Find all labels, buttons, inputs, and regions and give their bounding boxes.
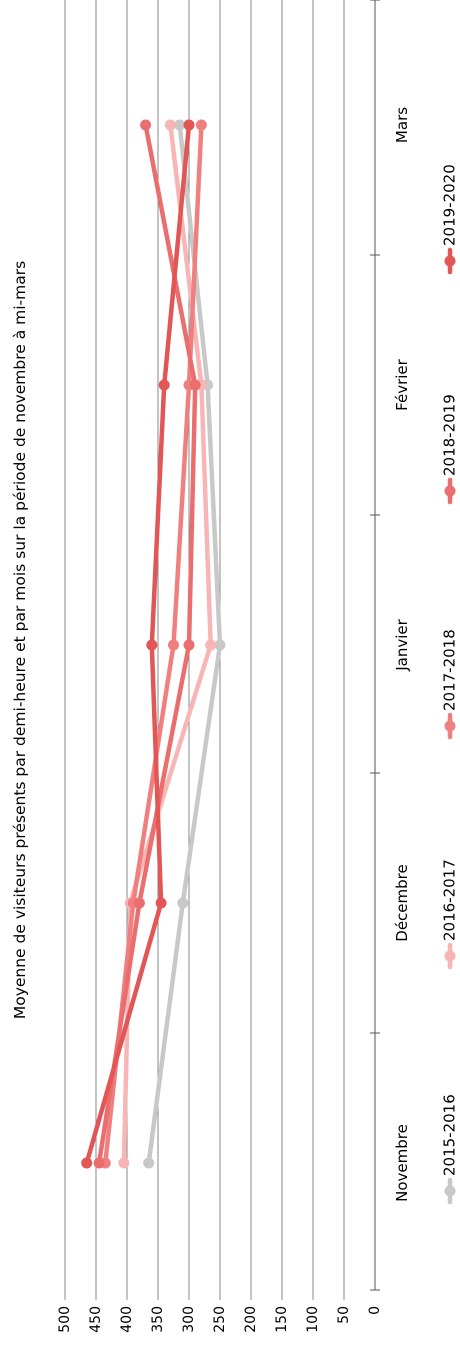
legend-swatch-marker (444, 720, 456, 732)
legend-label: 2019-2020 (441, 164, 459, 246)
data-point-2019-2020 (81, 1157, 93, 1169)
value-tick-label: 500 (57, 1306, 73, 1333)
data-point-2015-2016 (174, 119, 186, 131)
data-point-2019-2020 (155, 897, 167, 909)
data-point-2018-2019 (140, 119, 152, 131)
data-point-2017-2018 (168, 639, 179, 651)
chart-title: Moyenne de visiteurs présents par demi-h… (11, 261, 29, 1019)
data-point-2015-2016 (143, 1157, 155, 1169)
category-label: Février (393, 358, 411, 410)
value-tick-label: 350 (150, 1306, 166, 1333)
value-tick-label: 300 (181, 1306, 197, 1333)
legend-swatch-marker (444, 1185, 456, 1197)
value-tick-label: 200 (243, 1306, 259, 1333)
value-tick-label: 450 (88, 1306, 104, 1333)
data-point-2016-2017 (118, 1157, 130, 1169)
data-point-2018-2019 (133, 897, 145, 909)
data-point-2015-2016 (177, 897, 189, 909)
value-tick-label: 150 (274, 1306, 290, 1333)
data-point-2017-2018 (195, 119, 207, 131)
data-point-2018-2019 (183, 639, 195, 651)
value-tick-label: 0 (367, 1306, 383, 1315)
legend-swatch-marker (444, 485, 456, 497)
legend-label: 2018-2019 (441, 394, 459, 476)
category-label: Janvier (393, 618, 411, 671)
legend-label: 2016-2017 (441, 859, 459, 941)
category-label: Mars (393, 107, 411, 143)
value-tick-label: 50 (336, 1306, 352, 1324)
legend-swatch-marker (444, 255, 456, 267)
legend-swatch-marker (444, 950, 456, 962)
data-point-2019-2020 (183, 119, 195, 131)
legend-label: 2015-2016 (441, 1094, 459, 1176)
value-tick-label: 400 (119, 1306, 135, 1333)
data-point-2019-2020 (158, 379, 170, 391)
value-tick-label: 250 (212, 1306, 228, 1333)
data-point-2019-2020 (146, 639, 158, 651)
data-point-2015-2016 (214, 639, 226, 651)
data-point-2018-2019 (93, 1157, 105, 1169)
category-label: Décembre (393, 864, 411, 941)
value-tick-label: 100 (305, 1306, 321, 1333)
legend-label: 2017-2018 (441, 629, 459, 711)
category-label: Novembre (393, 1124, 411, 1202)
data-point-2016-2017 (205, 639, 217, 651)
data-point-2018-2019 (189, 379, 201, 391)
data-point-2016-2017 (164, 119, 176, 131)
